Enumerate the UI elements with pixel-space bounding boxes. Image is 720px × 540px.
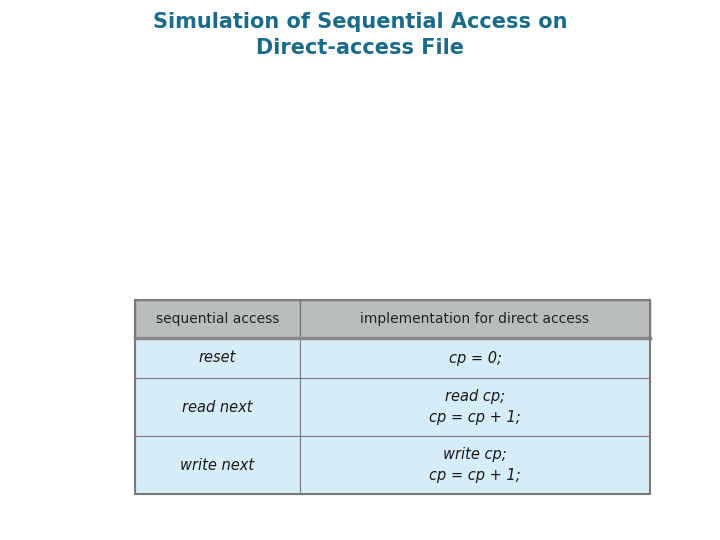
Bar: [300, 436, 650, 494]
Bar: [300, 338, 650, 378]
Text: implementation for direct access: implementation for direct access: [361, 312, 590, 326]
Text: Simulation of Sequential Access on
Direct-access File: Simulation of Sequential Access on Direc…: [153, 12, 567, 58]
Text: read next: read next: [182, 400, 253, 415]
Bar: [300, 378, 650, 436]
Text: reset: reset: [199, 350, 236, 366]
Text: read cp;: read cp;: [445, 389, 505, 404]
Text: write cp;: write cp;: [444, 447, 507, 462]
Bar: [135, 436, 300, 494]
Text: cp = 0;: cp = 0;: [449, 350, 501, 366]
Bar: [135, 338, 300, 378]
Text: write next: write next: [181, 457, 255, 472]
Bar: [135, 300, 300, 338]
Bar: [300, 300, 650, 338]
Bar: [135, 300, 650, 494]
Text: sequential access: sequential access: [156, 312, 279, 326]
Bar: [135, 378, 300, 436]
Text: cp = cp + 1;: cp = cp + 1;: [429, 410, 521, 425]
Text: cp = cp + 1;: cp = cp + 1;: [429, 468, 521, 483]
